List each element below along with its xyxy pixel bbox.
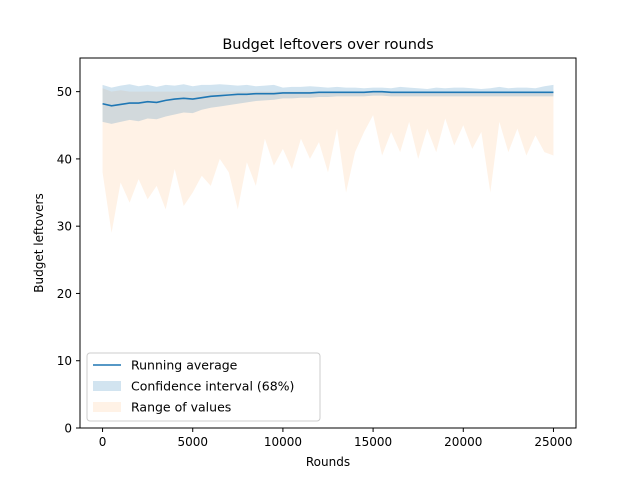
x-tick-label: 5000 (177, 435, 208, 449)
x-tick-label: 15000 (354, 435, 392, 449)
chart-title: Budget leftovers over rounds (222, 37, 433, 53)
legend-label: Confidence interval (68%) (131, 379, 294, 394)
y-axis: 0 10 20 30 40 50 (57, 85, 80, 436)
y-tick-label: 40 (57, 152, 72, 166)
y-tick-label: 20 (57, 287, 72, 301)
legend-swatch-band (93, 381, 121, 391)
x-tick-label: 0 (99, 435, 107, 449)
y-axis-label: Budget leftovers (32, 193, 46, 292)
legend-box (86, 352, 321, 422)
x-tick-label: 10000 (264, 435, 302, 449)
x-tick-label: 25000 (534, 435, 572, 449)
band-range-of-values (102, 88, 554, 233)
legend-swatch-band (93, 402, 121, 412)
series-line-running-average (102, 90, 554, 107)
y-tick-label: 0 (64, 422, 72, 436)
plot-frame (79, 57, 577, 429)
x-axis-label: Rounds (306, 455, 350, 469)
plot-area (102, 84, 554, 233)
legend-label: Range of values (131, 400, 231, 415)
legend: Running average Confidence interval (68%)… (86, 352, 321, 422)
y-tick-label: 50 (57, 85, 72, 99)
y-tick-label: 30 (57, 220, 72, 234)
x-axis: 0 5000 10000 15000 20000 25000 (99, 428, 573, 449)
y-tick-label: 10 (57, 354, 72, 368)
legend-label: Running average (131, 358, 238, 373)
x-tick-label: 20000 (444, 435, 482, 449)
band-confidence-interval-68 (102, 84, 554, 124)
